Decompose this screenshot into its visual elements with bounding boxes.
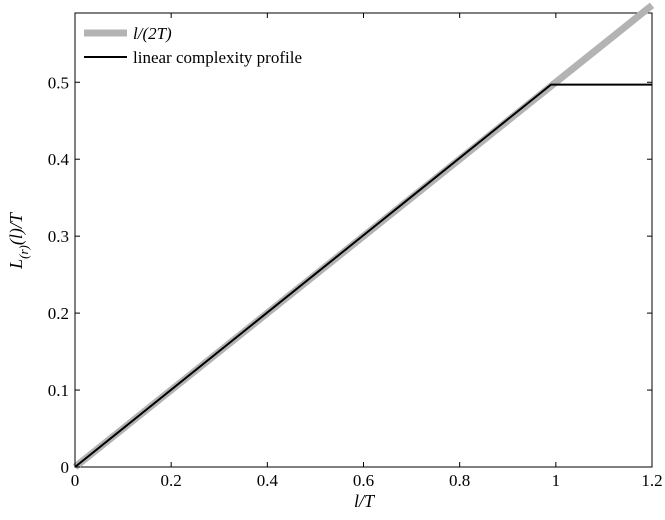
x-tick-label: 0.2 bbox=[161, 471, 182, 490]
x-tick-label: 1.2 bbox=[641, 471, 662, 490]
x-tick-label: 0 bbox=[71, 471, 80, 490]
x-tick-label: 0.6 bbox=[353, 471, 374, 490]
y-tick-label: 0 bbox=[61, 458, 70, 477]
y-tick-label: 0.3 bbox=[48, 227, 69, 246]
y-tick-label: 0.5 bbox=[48, 73, 69, 92]
y-tick-label: 0.1 bbox=[48, 381, 69, 400]
y-tick-label: 0.4 bbox=[48, 150, 70, 169]
y-tick-label: 0.2 bbox=[48, 304, 69, 323]
y-axis-label: L(r)(l)/T bbox=[6, 211, 31, 270]
x-tick-label: 0.8 bbox=[449, 471, 470, 490]
x-tick-label: 1 bbox=[552, 471, 561, 490]
series-line-linear-complexity-profile bbox=[74, 83, 652, 468]
legend-label: linear complexity profile bbox=[133, 48, 302, 67]
legend-label: l/(2T) bbox=[133, 24, 172, 43]
x-axis-label: l/T bbox=[354, 491, 376, 511]
x-tick-label: 0.4 bbox=[257, 471, 279, 490]
